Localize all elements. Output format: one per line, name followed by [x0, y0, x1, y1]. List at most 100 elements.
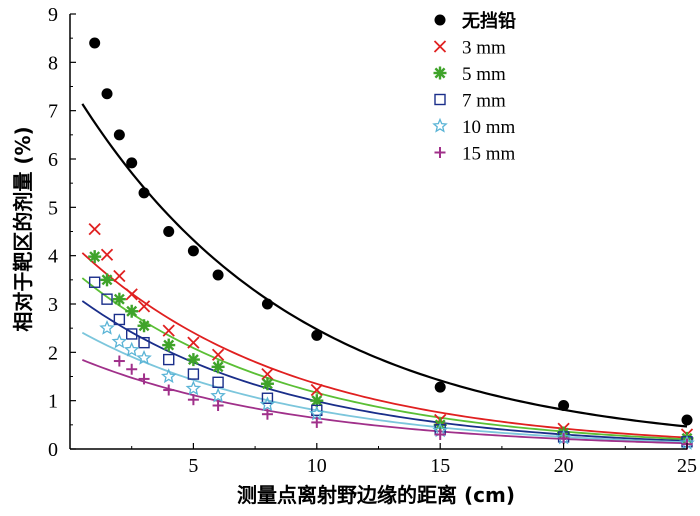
legend-item: 10 mm: [432, 117, 516, 138]
data-point: [100, 248, 114, 261]
data-point: [138, 336, 150, 349]
data-point: [187, 336, 200, 349]
data-point: [101, 293, 113, 305]
data-point: [558, 432, 570, 444]
data-point: [558, 400, 570, 411]
legend-item: 15 mm: [434, 144, 516, 165]
data-point: [162, 324, 175, 337]
data-point: [111, 333, 128, 349]
fit-curve: [81, 103, 688, 428]
data-point: [311, 416, 323, 428]
fit-curve: [81, 331, 688, 444]
data-point: [261, 408, 273, 420]
data-point: [211, 348, 225, 361]
legend-item: 7 mm: [434, 91, 506, 112]
data-point: [137, 319, 151, 333]
legend-item: 3 mm: [433, 38, 506, 59]
data-point: [187, 394, 199, 406]
data-point: [88, 250, 102, 264]
data-point: [113, 355, 125, 367]
legend-label: 15 mm: [462, 144, 516, 165]
y-tick-label: 5: [48, 197, 58, 219]
y-tick-label: 6: [48, 149, 58, 171]
data-point: [126, 363, 138, 375]
x-axis-title: 测量点离射野边缘的距离 (cm): [237, 483, 515, 507]
data-point: [212, 269, 224, 281]
data-point: [125, 304, 139, 318]
x-tick-label: 15: [430, 455, 450, 477]
tick-labels: 0 1 2 3 4 5 6 7 8 9 5 10 15 20 25: [48, 4, 697, 477]
data-point: [433, 40, 447, 53]
legend-label: 5 mm: [462, 64, 506, 85]
data-point: [113, 313, 126, 326]
data-point: [163, 384, 175, 396]
y-tick-label: 1: [48, 391, 58, 413]
data-point: [162, 338, 176, 352]
data-point: [212, 400, 224, 411]
legend-label: 3 mm: [462, 38, 506, 59]
legend-label: 7 mm: [462, 91, 506, 112]
data-point: [310, 383, 323, 397]
legend-label: 10 mm: [462, 117, 516, 138]
y-tick-label: 8: [48, 52, 58, 74]
data-point: [113, 129, 125, 141]
data-point: [186, 353, 200, 367]
data-markers: [88, 37, 695, 450]
fit-curve: [81, 300, 688, 442]
x-tick-label: 20: [554, 455, 574, 477]
x-tick-label: 25: [677, 455, 697, 477]
y-tick-label: 3: [48, 294, 58, 316]
data-point: [163, 353, 175, 366]
data-point: [309, 405, 325, 421]
data-point: [88, 276, 101, 288]
x-tick-label: 5: [188, 455, 198, 477]
data-point: [432, 117, 448, 133]
data-point: [681, 414, 693, 426]
data-point: [261, 367, 274, 381]
data-point: [434, 147, 446, 158]
data-point: [138, 373, 150, 385]
y-tick-label: 2: [48, 342, 58, 364]
data-point: [126, 157, 138, 169]
y-tick-label: 7: [48, 101, 58, 123]
x-tick-label: 10: [307, 455, 327, 477]
data-point: [311, 329, 323, 341]
legend-item: 5 mm: [433, 64, 506, 85]
data-point: [210, 387, 226, 403]
data-point: [138, 187, 150, 199]
data-point: [433, 66, 447, 80]
fit-curve: [81, 277, 688, 441]
data-point: [101, 88, 113, 100]
data-point: [163, 226, 175, 237]
data-point: [259, 396, 276, 412]
data-point: [434, 14, 446, 26]
legend-label: 无挡铅: [462, 10, 516, 32]
fit-curve: [82, 359, 688, 445]
data-point: [125, 288, 138, 301]
data-point: [260, 377, 274, 391]
legend: 无挡铅 3 mm 5 mm 7 mm 10 mm 15 mm: [432, 10, 516, 165]
data-point: [261, 298, 273, 310]
data-point: [123, 341, 140, 357]
axes: [69, 13, 688, 450]
data-point: [187, 245, 199, 257]
data-point: [113, 269, 126, 283]
data-point: [212, 376, 224, 388]
y-tick-label: 0: [48, 439, 58, 461]
data-point: [434, 381, 446, 393]
data-point: [112, 292, 126, 306]
data-point: [100, 273, 114, 287]
data-point: [89, 37, 101, 49]
data-point: [136, 349, 152, 365]
data-point: [99, 319, 115, 335]
fit-curves: [81, 103, 688, 445]
data-point: [160, 368, 177, 384]
data-point: [434, 429, 446, 440]
fit-curve: [81, 252, 688, 439]
data-point: [261, 392, 274, 404]
data-point: [187, 368, 200, 380]
data-point: [88, 222, 101, 236]
y-axis-title: 相对于靶区的剂量 (%): [11, 126, 35, 331]
data-point: [125, 328, 138, 340]
